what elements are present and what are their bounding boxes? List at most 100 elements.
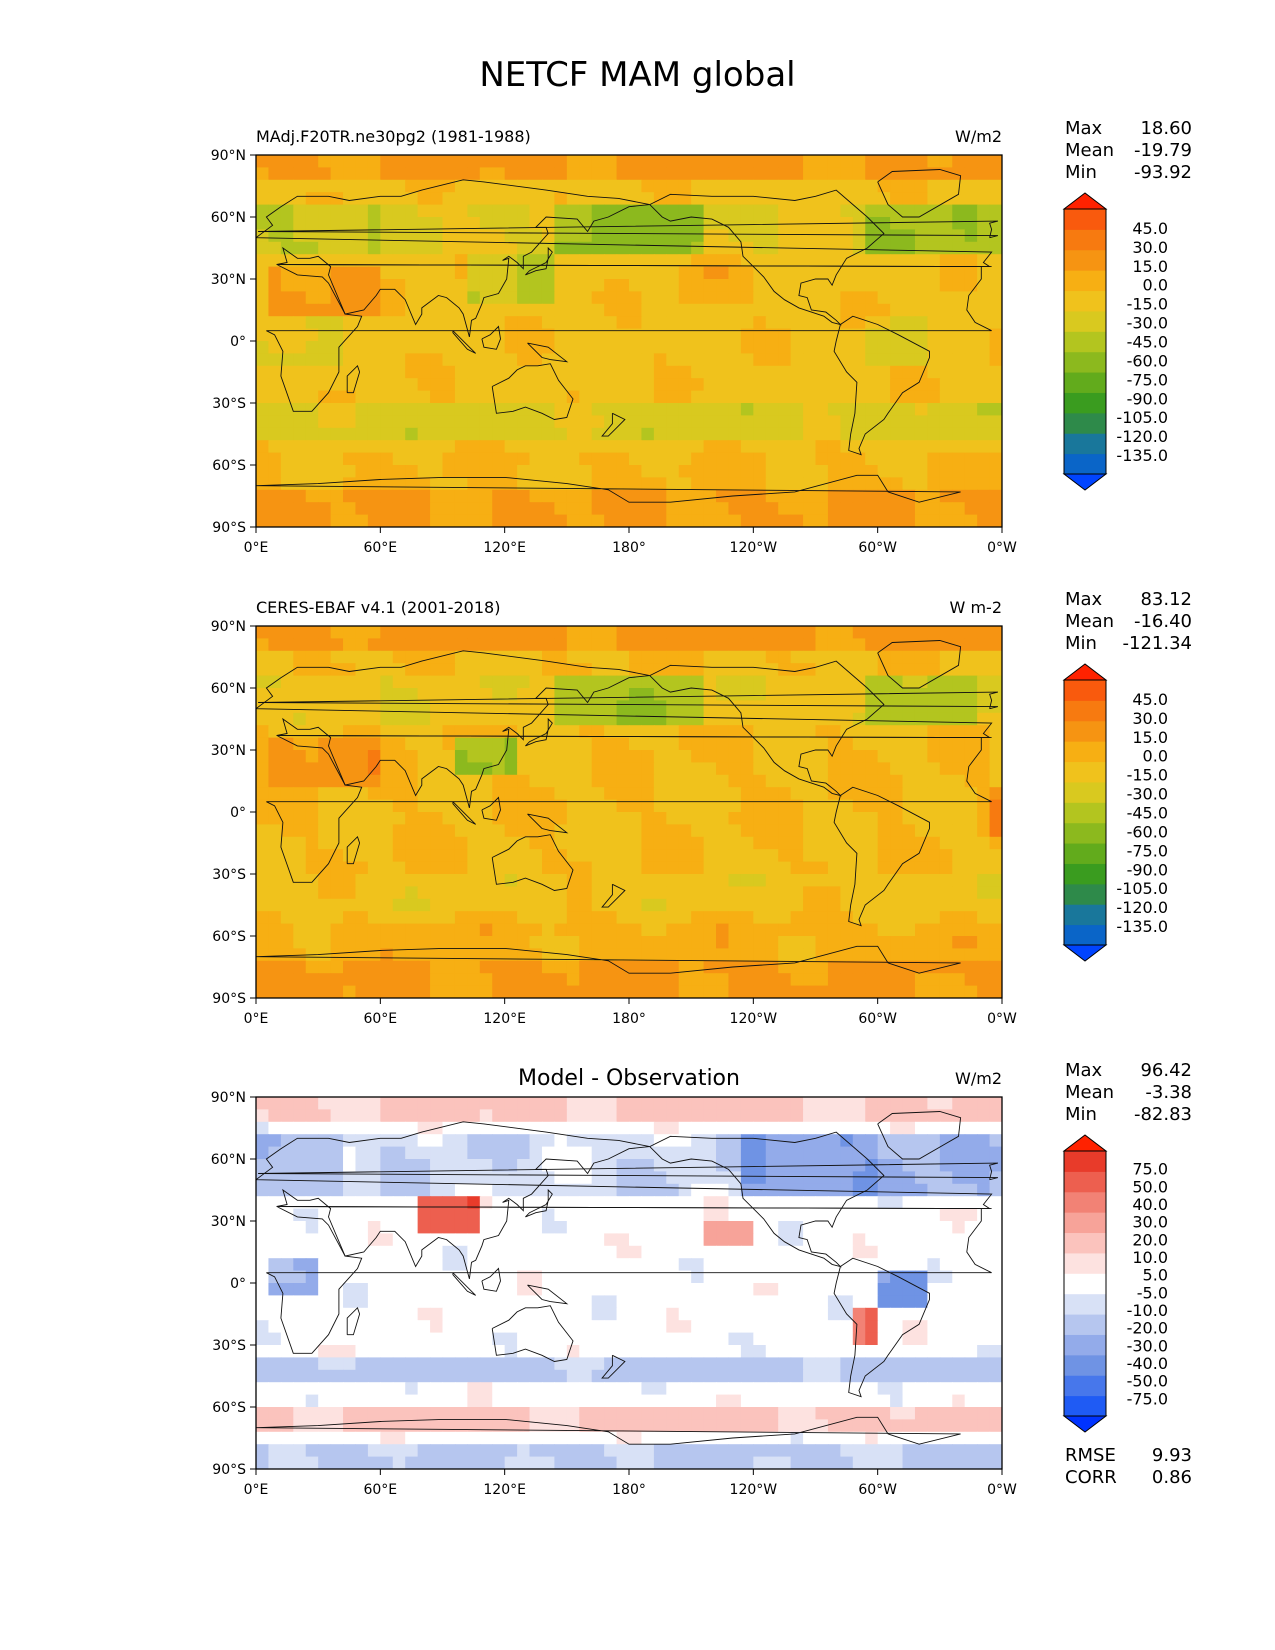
field-cell xyxy=(740,489,754,503)
field-cell xyxy=(541,167,555,181)
field-cell xyxy=(454,1134,468,1148)
field-cell xyxy=(616,1245,630,1259)
field-cell xyxy=(554,303,568,317)
field-cell xyxy=(492,427,506,441)
field-cell xyxy=(691,489,705,503)
field-cell xyxy=(691,502,705,516)
field-cell xyxy=(914,799,928,813)
field-cell xyxy=(703,291,717,305)
coastlines xyxy=(256,640,999,974)
field-cell xyxy=(330,638,344,652)
field-cell xyxy=(330,1283,344,1296)
field-cell xyxy=(666,1171,680,1185)
field-cell xyxy=(952,1332,966,1346)
field-cell xyxy=(380,192,394,206)
field-cell xyxy=(728,874,742,887)
field-cell xyxy=(405,650,419,664)
field-cell xyxy=(318,923,332,937)
field-cell xyxy=(890,874,904,887)
field-cell xyxy=(541,688,555,701)
colorbar-tick-label: -45.0 xyxy=(1127,333,1168,352)
field-cell xyxy=(629,427,643,441)
field-cell xyxy=(890,985,904,998)
field-cell xyxy=(591,1221,605,1234)
field-cell xyxy=(877,452,891,466)
field-cell xyxy=(653,328,667,342)
field-cell xyxy=(877,1320,891,1334)
field-cell xyxy=(728,936,742,949)
field-cell xyxy=(492,217,506,230)
field-cell xyxy=(902,241,916,255)
field-cell xyxy=(566,403,580,416)
field-cell xyxy=(939,279,953,292)
field-cell xyxy=(405,936,419,949)
field-cell xyxy=(815,787,829,801)
field-cell xyxy=(803,663,817,677)
lat-tick-label: 90°N xyxy=(211,619,246,635)
field-cell xyxy=(591,1245,605,1259)
field-cell xyxy=(280,1097,294,1110)
field-cell xyxy=(554,514,568,527)
field-cell xyxy=(343,1134,357,1148)
field-cell xyxy=(852,155,866,168)
field-cell xyxy=(566,303,580,317)
field-cell xyxy=(653,291,667,305)
field-cell xyxy=(778,911,792,925)
field-cell xyxy=(343,688,357,701)
field-cell xyxy=(392,254,406,268)
field-cell xyxy=(740,514,754,527)
field-cell xyxy=(778,787,792,801)
field-cell xyxy=(815,1221,829,1234)
field-cell xyxy=(430,1097,444,1110)
field-cell xyxy=(803,1121,817,1135)
field-cell xyxy=(517,700,531,714)
field-cell xyxy=(492,861,506,875)
field-cell xyxy=(865,341,879,354)
field-cell xyxy=(653,1097,667,1110)
field-cell xyxy=(280,303,294,317)
field-cell xyxy=(753,1134,767,1148)
field-cell xyxy=(492,712,506,726)
field-cell xyxy=(405,427,419,441)
field-cell xyxy=(529,836,543,850)
field-cell xyxy=(330,861,344,875)
field-cell xyxy=(902,1097,916,1110)
field-cell xyxy=(803,1270,817,1284)
field-cell xyxy=(728,725,742,739)
field-cell xyxy=(529,1245,543,1259)
field-cell xyxy=(914,762,928,776)
field-cell xyxy=(367,1245,381,1259)
field-cell xyxy=(641,353,655,367)
field-cell xyxy=(778,415,792,429)
field-cell xyxy=(392,985,406,998)
field-cell xyxy=(343,700,357,714)
field-cell xyxy=(964,1270,978,1284)
field-cell xyxy=(305,1332,319,1346)
field-cell xyxy=(392,217,406,230)
field-cell xyxy=(256,1320,270,1334)
field-cell xyxy=(367,1345,381,1358)
field-cell xyxy=(529,514,543,527)
field-cell xyxy=(977,1320,991,1334)
field-cell xyxy=(952,440,966,454)
colorbar-segment xyxy=(1064,351,1106,373)
field-cell xyxy=(964,241,978,255)
field-cell xyxy=(865,1171,879,1185)
lon-tick-label: 120°E xyxy=(483,1011,526,1027)
field-cell xyxy=(678,948,692,962)
field-cell xyxy=(293,1245,307,1259)
field-cell xyxy=(604,341,618,354)
field-cell xyxy=(392,1134,406,1148)
field-cell xyxy=(927,762,941,776)
field-cell xyxy=(827,911,841,925)
field-cell xyxy=(691,1208,705,1222)
field-cell xyxy=(442,353,456,367)
field-cell xyxy=(318,192,332,206)
field-cell xyxy=(728,675,742,689)
field-cell xyxy=(877,812,891,825)
field-cell xyxy=(753,1097,767,1110)
field-cell xyxy=(827,465,841,478)
field-cell xyxy=(678,973,692,987)
field-cell xyxy=(380,1233,394,1247)
field-cell xyxy=(803,465,817,478)
